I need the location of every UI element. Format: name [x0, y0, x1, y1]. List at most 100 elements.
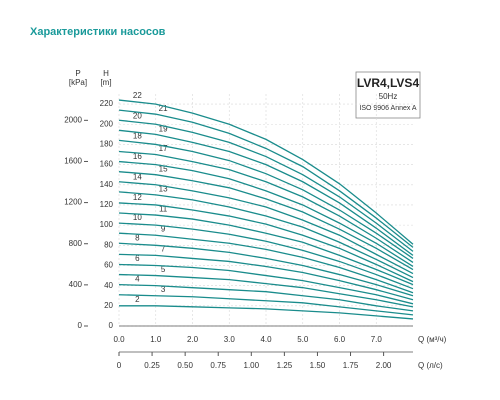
y-tick-label: 40	[104, 281, 113, 290]
pump-curve	[118, 109, 414, 248]
chart-title: Характеристики насосов	[30, 26, 166, 38]
curve-label: 16	[133, 152, 142, 161]
frequency: 50Hz	[379, 92, 398, 101]
label-bg	[157, 125, 170, 134]
p-axis-label: P	[75, 69, 80, 78]
y-tick-label: 180	[100, 140, 114, 149]
label-bg	[131, 132, 144, 141]
curve-label: 5	[161, 265, 166, 274]
y-tick-label: 200	[100, 119, 114, 128]
y-tick-label: 220	[100, 99, 114, 108]
curve-label: 9	[161, 225, 166, 234]
label-bg	[131, 254, 144, 263]
curve-label: 2	[135, 295, 140, 304]
curve-label: 12	[133, 193, 142, 202]
x2-tick-label: 0.25	[144, 361, 160, 370]
x-tick-label: 1.0	[150, 335, 162, 344]
label-bg	[131, 92, 144, 101]
x-axis-label: Q (м³/ч)	[418, 335, 447, 344]
x2-axis-label: Q (л/с)	[418, 361, 443, 370]
x2-tick-label: 1.50	[310, 361, 326, 370]
curve-label: 15	[159, 164, 168, 173]
label-bg	[131, 295, 144, 304]
curve-label: 20	[133, 111, 142, 120]
label-bg	[157, 165, 170, 174]
x-tick-label: 4.0	[260, 335, 272, 344]
label-bg	[157, 145, 170, 154]
y-tick-label: 60	[104, 261, 113, 270]
curve-label: 21	[159, 104, 168, 113]
pump-curve	[118, 232, 414, 294]
pump-curve	[118, 139, 414, 259]
label-bg	[157, 225, 170, 234]
pump-curve	[118, 202, 414, 283]
curve-label: 22	[133, 91, 142, 100]
x2-tick-label: 1.25	[277, 361, 293, 370]
y-axis-label: H	[103, 69, 109, 78]
label-bg	[157, 185, 170, 194]
standard: ISO 9906 Annex A	[359, 105, 417, 112]
label-bg	[157, 265, 170, 274]
pump-curve	[118, 222, 414, 290]
pump-curve	[118, 263, 414, 305]
curve-label: 6	[135, 254, 140, 263]
pump-curve	[118, 129, 414, 256]
pump-curve	[119, 305, 414, 320]
x2-tick-label: 2.00	[376, 361, 392, 370]
label-bg	[131, 193, 144, 202]
label-bg	[131, 112, 144, 121]
label-bg	[131, 214, 144, 223]
y-tick-label: 100	[100, 220, 114, 229]
p-axis-unit: [kPa]	[69, 78, 87, 87]
pump-curve	[118, 181, 414, 275]
curve-label: 17	[159, 144, 168, 153]
x-tick-label: 6.0	[334, 335, 346, 344]
p-tick-label: 1200	[64, 198, 82, 207]
pump-curve	[118, 99, 414, 245]
label-bg	[157, 205, 170, 214]
curve-label: 19	[159, 124, 168, 133]
label-bg	[131, 173, 144, 182]
pump-curve	[118, 253, 414, 301]
p-tick-label: 400	[69, 280, 83, 289]
curve-label: 3	[161, 285, 166, 294]
x-tick-label: 5.0	[297, 335, 309, 344]
model: LVR4,LVS4	[357, 76, 420, 90]
label-bg	[157, 104, 170, 113]
x2-tick-label: 0.75	[210, 361, 226, 370]
p-tick-label: 800	[69, 239, 83, 248]
x-tick-label: 3.0	[224, 335, 236, 344]
p-tick-label: 1600	[64, 157, 82, 166]
x2-tick-label: 1.00	[244, 361, 260, 370]
model-box	[355, 71, 421, 119]
label-bg	[131, 234, 144, 243]
pump-curve	[118, 191, 414, 279]
pump-curve	[118, 212, 414, 286]
y-tick-label: 120	[100, 200, 114, 209]
y-tick-label: 80	[104, 240, 113, 249]
y-tick-label: 0	[109, 321, 114, 330]
curve-label: 10	[133, 213, 142, 222]
y-tick-label: 160	[100, 160, 114, 169]
x2-tick-label: 1.75	[343, 361, 359, 370]
pump-curve	[118, 283, 414, 312]
pump-curve	[118, 160, 414, 268]
pump-curve	[118, 273, 414, 308]
x-tick-label: 0.0	[113, 335, 125, 344]
x2-tick-label: 0	[117, 361, 122, 370]
curve-label: 13	[159, 185, 168, 194]
curve-label: 4	[135, 274, 140, 283]
x-tick-label: 7.0	[371, 335, 383, 344]
curve-label: 11	[159, 205, 168, 214]
pump-curve	[118, 150, 414, 263]
curve-label: 8	[135, 233, 140, 242]
label-bg	[157, 245, 170, 254]
pump-curve	[118, 242, 414, 297]
p-tick-label: 2000	[64, 115, 82, 124]
curve-label: 14	[133, 172, 142, 181]
label-bg	[131, 275, 144, 284]
y-tick-label: 140	[100, 180, 114, 189]
curve-label: 18	[133, 132, 142, 141]
pump-curve	[118, 294, 414, 316]
